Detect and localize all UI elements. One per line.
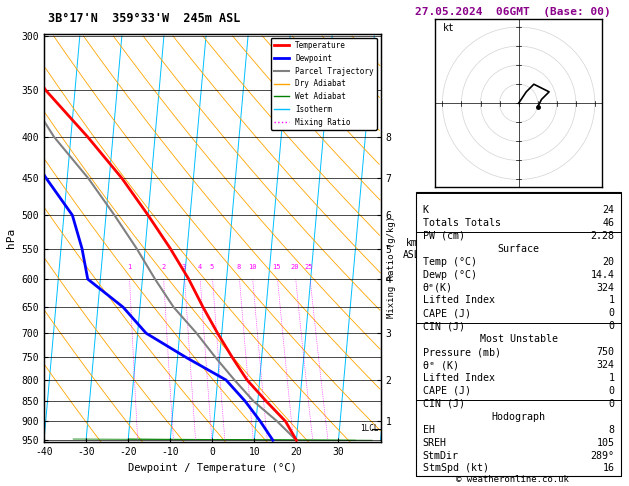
Text: 4: 4 [198,264,202,270]
Text: 14.4: 14.4 [591,270,615,279]
Text: 289°: 289° [591,451,615,461]
Text: 0: 0 [609,399,615,409]
Legend: Temperature, Dewpoint, Parcel Trajectory, Dry Adiabat, Wet Adiabat, Isotherm, Mi: Temperature, Dewpoint, Parcel Trajectory… [270,38,377,130]
Text: K: K [423,205,428,215]
Text: 27.05.2024  06GMT  (Base: 00): 27.05.2024 06GMT (Base: 00) [415,7,611,17]
Text: Hodograph: Hodograph [492,412,545,422]
Text: 16: 16 [603,464,615,473]
Text: 15: 15 [272,264,281,270]
Text: 2: 2 [161,264,165,270]
Text: kt: kt [442,23,454,33]
Text: CIN (J): CIN (J) [423,399,465,409]
Text: StmDir: StmDir [423,451,459,461]
Text: 1: 1 [609,373,615,383]
Text: 8: 8 [237,264,241,270]
Text: θᵉ(K): θᵉ(K) [423,282,452,293]
Text: 8: 8 [609,425,615,434]
Text: Totals Totals: Totals Totals [423,218,501,228]
X-axis label: Dewpoint / Temperature (°C): Dewpoint / Temperature (°C) [128,463,297,473]
Text: 24: 24 [603,205,615,215]
Text: Most Unstable: Most Unstable [479,334,558,344]
Text: 46: 46 [603,218,615,228]
Text: 5: 5 [210,264,214,270]
Y-axis label: km
ASL: km ASL [403,238,421,260]
Text: Temp (°C): Temp (°C) [423,257,477,267]
Text: 105: 105 [597,437,615,448]
Y-axis label: hPa: hPa [6,228,16,248]
Text: Dewp (°C): Dewp (°C) [423,270,477,279]
Text: 20: 20 [603,257,615,267]
Text: 1: 1 [127,264,131,270]
Text: 0: 0 [609,309,615,318]
Text: 0: 0 [609,386,615,396]
Text: 750: 750 [597,347,615,357]
Text: Mixing Ratio (g/kg): Mixing Ratio (g/kg) [387,216,396,318]
Text: θᵉ (K): θᵉ (K) [423,360,459,370]
Text: 1LCL: 1LCL [360,424,379,434]
Text: CAPE (J): CAPE (J) [423,386,470,396]
Text: 25: 25 [305,264,313,270]
Text: CIN (J): CIN (J) [423,321,465,331]
Text: Lifted Index: Lifted Index [423,373,494,383]
Text: 324: 324 [597,282,615,293]
Text: EH: EH [423,425,435,434]
Text: 3: 3 [182,264,186,270]
Text: Lifted Index: Lifted Index [423,295,494,306]
Text: © weatheronline.co.uk: © weatheronline.co.uk [456,474,569,484]
Text: 1: 1 [609,295,615,306]
Text: 0: 0 [609,321,615,331]
Text: 20: 20 [291,264,299,270]
Text: 2.28: 2.28 [591,231,615,241]
Text: CAPE (J): CAPE (J) [423,309,470,318]
Text: Surface: Surface [498,244,540,254]
Text: Pressure (mb): Pressure (mb) [423,347,501,357]
Text: 10: 10 [248,264,256,270]
Text: SREH: SREH [423,437,447,448]
Text: StmSpd (kt): StmSpd (kt) [423,464,489,473]
Text: 3B°17'N  359°33'W  245m ASL: 3B°17'N 359°33'W 245m ASL [48,12,241,25]
Text: 324: 324 [597,360,615,370]
Text: PW (cm): PW (cm) [423,231,465,241]
